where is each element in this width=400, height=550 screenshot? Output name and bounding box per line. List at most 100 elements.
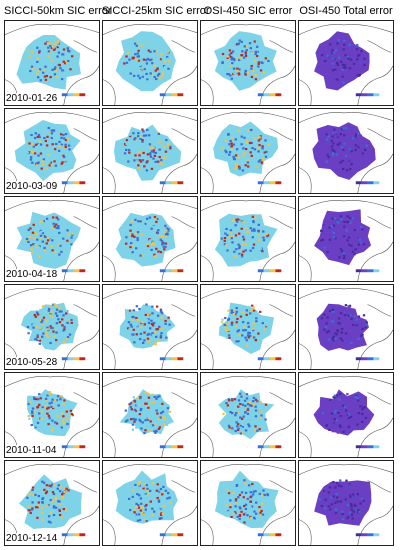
colorbar-segment bbox=[361, 181, 368, 185]
error-pixel bbox=[51, 398, 54, 401]
error-pixel bbox=[244, 404, 247, 407]
error-pixel bbox=[30, 508, 34, 511]
error-pixel bbox=[135, 41, 138, 44]
error-pixel bbox=[59, 428, 62, 431]
error-pixel bbox=[248, 404, 252, 407]
error-pixel bbox=[54, 506, 58, 509]
error-pixel bbox=[50, 230, 53, 233]
error-pixel bbox=[356, 493, 360, 496]
error-pixel bbox=[247, 322, 250, 325]
error-pixel bbox=[149, 155, 153, 158]
error-pixel bbox=[42, 163, 45, 166]
error-pixel bbox=[27, 414, 30, 418]
error-pixel bbox=[325, 501, 328, 505]
error-pixel bbox=[58, 78, 61, 81]
coastline bbox=[299, 112, 393, 193]
error-pixel bbox=[252, 228, 256, 231]
colorbar-segment bbox=[275, 269, 282, 273]
error-pixel bbox=[154, 50, 157, 53]
error-pixel bbox=[134, 137, 137, 140]
error-pixel bbox=[39, 140, 42, 143]
error-pixel bbox=[248, 42, 252, 45]
error-pixel bbox=[337, 134, 340, 137]
error-pixel bbox=[149, 146, 152, 149]
error-pixel bbox=[336, 496, 339, 499]
error-pixel bbox=[158, 155, 161, 159]
error-pixel bbox=[50, 129, 53, 132]
error-pixel bbox=[254, 338, 258, 342]
error-pixel bbox=[233, 250, 236, 253]
error-pixel bbox=[45, 167, 48, 170]
error-pixel bbox=[234, 499, 238, 502]
error-pixel bbox=[131, 244, 134, 247]
error-pixel bbox=[253, 59, 256, 63]
error-pixel bbox=[333, 418, 336, 421]
error-pixel bbox=[342, 148, 345, 151]
map-svg bbox=[299, 109, 393, 193]
error-pixel bbox=[167, 67, 170, 70]
error-pixel bbox=[248, 141, 252, 145]
error-pixel bbox=[55, 339, 58, 342]
error-pixel bbox=[47, 46, 50, 49]
map-svg bbox=[201, 21, 295, 105]
error-pixel bbox=[350, 150, 353, 153]
error-pixel bbox=[47, 126, 50, 130]
error-pixel bbox=[248, 487, 252, 490]
error-pixel bbox=[324, 491, 327, 494]
error-pixel bbox=[148, 502, 151, 505]
error-pixel bbox=[65, 410, 68, 413]
error-pixel bbox=[58, 145, 61, 148]
error-pixel bbox=[49, 161, 52, 164]
error-pixel bbox=[345, 479, 348, 482]
error-pixel bbox=[51, 232, 54, 235]
error-pixel bbox=[325, 331, 329, 334]
error-pixel bbox=[52, 129, 56, 132]
error-pixel bbox=[145, 62, 149, 65]
error-pixel bbox=[143, 482, 146, 486]
error-pixel bbox=[52, 510, 56, 514]
error-pixel bbox=[348, 304, 352, 307]
error-pixel bbox=[147, 313, 150, 316]
error-pixel bbox=[264, 319, 267, 322]
error-pixel bbox=[339, 500, 342, 503]
error-pixel bbox=[356, 54, 360, 57]
error-pixel bbox=[166, 57, 169, 60]
error-pixel bbox=[359, 233, 363, 236]
error-pixel bbox=[158, 517, 162, 520]
error-pixel bbox=[252, 403, 255, 406]
error-pixel bbox=[55, 496, 58, 499]
error-pixel bbox=[131, 318, 134, 321]
error-pixel bbox=[137, 220, 140, 223]
error-pixel bbox=[143, 68, 146, 71]
error-pixel bbox=[331, 57, 335, 60]
error-pixel bbox=[327, 232, 331, 235]
error-pixel bbox=[33, 396, 36, 399]
error-pixel bbox=[233, 309, 236, 312]
error-pixel bbox=[351, 217, 355, 220]
error-pixel bbox=[153, 342, 156, 345]
error-pixel bbox=[137, 74, 140, 77]
colorbar-segment bbox=[373, 533, 380, 537]
error-pixel bbox=[47, 515, 51, 518]
error-pixel bbox=[33, 244, 37, 247]
error-pixel bbox=[41, 45, 45, 48]
error-pixel bbox=[132, 74, 136, 77]
colorbar-segment bbox=[269, 93, 276, 97]
error-pixel bbox=[157, 499, 161, 502]
error-pixel bbox=[235, 321, 238, 324]
error-pixel bbox=[151, 305, 154, 308]
error-pixel bbox=[70, 243, 73, 246]
error-pixel bbox=[45, 242, 48, 245]
colorbar-segment bbox=[67, 533, 74, 537]
error-pixel bbox=[335, 153, 339, 156]
error-pixel bbox=[58, 306, 61, 309]
error-pixel bbox=[354, 504, 357, 507]
error-pixel bbox=[63, 490, 66, 494]
error-pixel bbox=[262, 234, 266, 238]
error-pixel bbox=[31, 250, 34, 254]
error-pixel bbox=[228, 236, 231, 239]
error-pixel bbox=[341, 339, 344, 342]
error-pixel bbox=[159, 76, 163, 79]
error-pixel bbox=[71, 233, 74, 236]
error-pixel bbox=[230, 142, 233, 145]
